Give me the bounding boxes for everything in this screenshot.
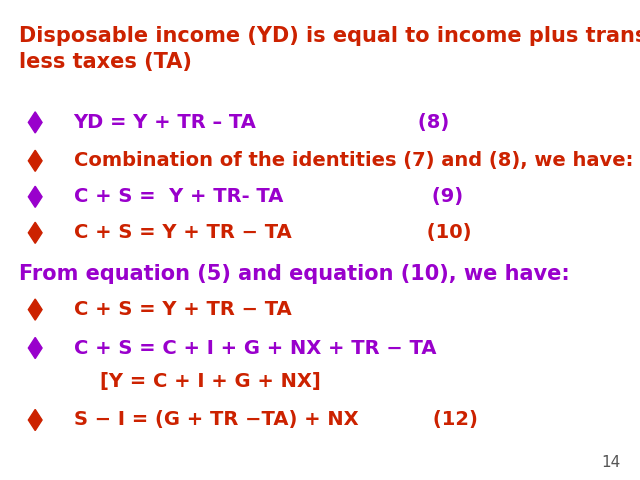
Text: C + S = C + I + G + NX + TR − TA: C + S = C + I + G + NX + TR − TA xyxy=(74,338,436,358)
Polygon shape xyxy=(28,299,42,320)
Text: C + S =  Y + TR- TA                      (9): C + S = Y + TR- TA (9) xyxy=(74,187,463,206)
Text: From equation (5) and equation (10), we have:: From equation (5) and equation (10), we … xyxy=(19,264,570,284)
Text: C + S = Y + TR − TA                    (10): C + S = Y + TR − TA (10) xyxy=(74,223,471,242)
Polygon shape xyxy=(28,186,42,207)
Text: C + S = Y + TR − TA: C + S = Y + TR − TA xyxy=(74,300,291,319)
Polygon shape xyxy=(28,222,42,243)
Polygon shape xyxy=(28,150,42,171)
Polygon shape xyxy=(28,409,42,431)
Text: Combination of the identities (7) and (8), we have:: Combination of the identities (7) and (8… xyxy=(74,151,633,170)
Text: S − I = (G + TR −TA) + NX           (12): S − I = (G + TR −TA) + NX (12) xyxy=(74,410,477,430)
Polygon shape xyxy=(28,112,42,133)
Text: [Y = C + I + G + NX]: [Y = C + I + G + NX] xyxy=(19,372,321,391)
Text: YD = Y + TR – TA                        (8): YD = Y + TR – TA (8) xyxy=(74,113,450,132)
Text: 14: 14 xyxy=(602,456,621,470)
Text: Disposable income (YD) is equal to income plus transfers
less taxes (TA): Disposable income (YD) is equal to incom… xyxy=(19,26,640,72)
Polygon shape xyxy=(28,337,42,359)
